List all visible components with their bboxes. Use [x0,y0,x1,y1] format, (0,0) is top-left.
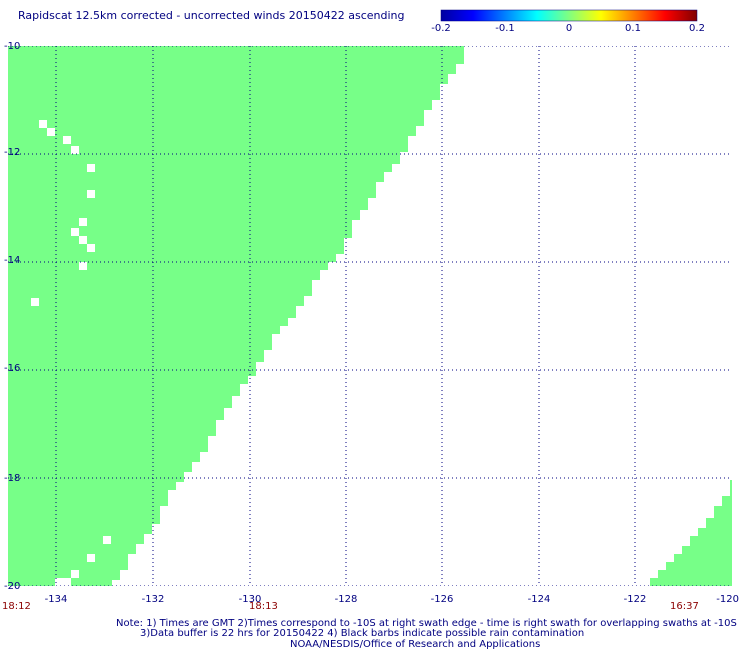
lon-label: -128 [335,594,358,605]
data-gap-cell [39,120,47,128]
data-gap-cell [87,190,95,198]
data-gap-cell [55,578,63,586]
swath-right-fill [650,480,732,586]
data-gap-cell [79,262,87,270]
lon-label: -132 [142,594,165,605]
colorbar-tick-label: 0.2 [689,23,705,34]
colorbar: -0.2 -0.1 0 0.1 0.2 [431,9,705,34]
lat-label: -18 [4,473,20,484]
swath-times: 18:12 18:13 16:37 [2,601,699,612]
colorbar-tick-label: 0.1 [625,23,641,34]
lat-label: -20 [4,581,20,592]
data-gap-cell [71,570,79,578]
data-gap-cell [0,160,8,168]
swath-time: 18:13 [249,601,278,612]
data-gap-cell [103,536,111,544]
lon-label: -122 [624,594,647,605]
data-gap-cell [87,554,95,562]
map-title: Rapidscat 12.5km corrected - uncorrected… [18,9,404,22]
footer-notes: Note: 1) Times are GMT 2)Times correspon… [116,618,737,650]
data-gap-cell [79,236,87,244]
data-gap-cell [79,218,87,226]
lon-label: -120 [716,594,739,605]
data-gap-cell [71,146,79,154]
lat-label: -12 [4,147,20,158]
swath-right [650,480,732,586]
note-line: 3)Data buffer is 22 hrs for 20150422 4) … [140,628,584,639]
data-gap-cell [47,128,55,136]
lon-label: -126 [431,594,454,605]
data-gap-cell [87,164,95,172]
data-gap-cell [71,228,79,236]
lon-label: -124 [528,594,551,605]
longitude-labels: -134 -132 -130 -128 -126 -124 -122 -120 [45,594,739,605]
lon-label: -134 [45,594,68,605]
latitude-labels: -10 -12 -14 -16 -18 -20 [4,41,20,592]
swath-data-gaps [0,120,111,586]
data-gap-cell [31,298,39,306]
swath-left-fill [8,46,464,586]
colorbar-gradient [440,9,698,22]
swath-time: 16:37 [670,601,699,612]
colorbar-tick-label: -0.1 [495,23,515,34]
lat-label: -10 [4,41,20,52]
colorbar-tick-label: -0.2 [431,23,451,34]
map-area [0,46,732,586]
note-line: Note: 1) Times are GMT 2)Times correspon… [116,618,737,629]
lat-label: -16 [4,363,20,374]
data-gap-cell [87,244,95,252]
data-gap-cell [63,578,71,586]
colorbar-tick-label: 0 [566,23,572,34]
swath-time: 18:12 [2,601,31,612]
data-gap-cell [63,136,71,144]
lat-label: -14 [4,255,20,266]
lon-label: -130 [239,594,262,605]
swath-left [8,46,464,586]
note-line: NOAA/NESDIS/Office of Research and Appli… [290,639,540,650]
